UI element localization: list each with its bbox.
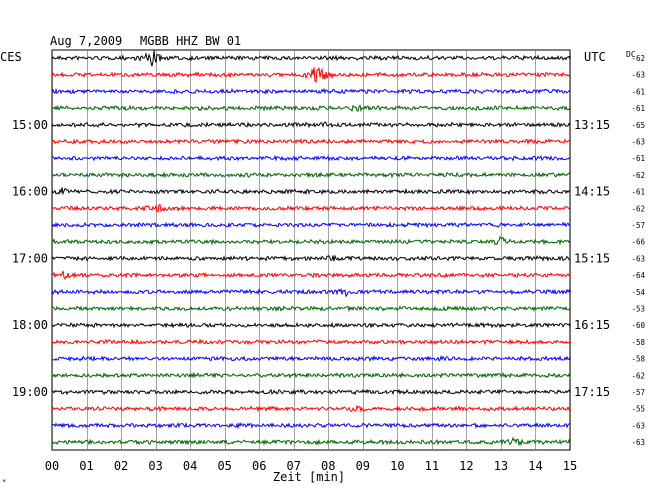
left-time-labels: 15:00 16:00 17:00 18:00 19:00 [12, 118, 48, 399]
right-time-label: 15:15 [574, 251, 610, 265]
trace-row-13 [51, 270, 571, 281]
dc-offset-value: -61 [631, 188, 645, 197]
trace-row-10 [51, 221, 571, 229]
dc-offset-value: -63 [631, 138, 645, 147]
trace-row-17 [51, 338, 571, 346]
trace-row-1 [51, 67, 571, 84]
dc-offset-value: -65 [631, 121, 645, 130]
right-time-label: 14:15 [574, 185, 610, 199]
trace-row-16 [51, 321, 571, 329]
right-zone-label: UTC [584, 50, 606, 64]
trace-row-15 [51, 305, 571, 313]
dc-offset-value: -63 [631, 421, 645, 430]
dc-offset-value: -53 [631, 305, 645, 314]
left-time-label: 19:00 [12, 385, 48, 399]
trace-row-20 [51, 388, 571, 396]
x-tick-label: 02 [114, 459, 128, 473]
x-tick-label: 03 [148, 459, 162, 473]
left-time-label: 16:00 [12, 185, 48, 199]
seismic-traces [51, 50, 571, 447]
dc-offset-value: -64 [631, 271, 645, 280]
x-tick-label: 04 [183, 459, 197, 473]
dc-offset-value: -61 [631, 154, 645, 163]
x-tick-label: 09 [356, 459, 370, 473]
right-time-label: 16:15 [574, 318, 610, 332]
dc-offset-value: -62 [631, 171, 645, 180]
dc-offset-value: -61 [631, 87, 645, 96]
trace-row-14 [51, 287, 571, 298]
dc-offset-value: -61 [631, 104, 645, 113]
right-time-label: 13:15 [574, 118, 610, 132]
x-tick-label: 10 [390, 459, 404, 473]
dc-offset-value: -58 [631, 338, 645, 347]
trace-row-9 [51, 203, 571, 213]
right-time-label: 17:15 [574, 385, 610, 399]
plot-grid [51, 49, 571, 451]
dc-offset-value: -55 [631, 405, 645, 414]
dc-offset-value: -63 [631, 438, 645, 447]
trace-row-12 [51, 254, 570, 262]
dc-label: DC [626, 50, 636, 59]
left-zone-label: CES [0, 50, 22, 64]
trace-row-18 [51, 354, 571, 362]
trace-row-7 [51, 171, 571, 179]
x-tick-label: 13 [494, 459, 508, 473]
trace-row-21 [51, 404, 571, 413]
trace-row-5 [51, 138, 571, 146]
dc-offset-value: -63 [631, 254, 645, 263]
x-tick-label: 00 [45, 459, 59, 473]
x-tick-label: 01 [79, 459, 93, 473]
left-time-label: 15:00 [12, 118, 48, 132]
x-tick-label: 15 [563, 459, 577, 473]
corner-mark: * [2, 478, 6, 486]
trace-row-6 [51, 154, 571, 162]
trace-row-19 [51, 371, 571, 379]
dc-offset-value: -57 [631, 388, 645, 397]
trace-row-8 [51, 187, 571, 196]
trace-row-2 [51, 87, 571, 95]
left-time-label: 17:00 [12, 251, 48, 265]
x-tick-label: 06 [252, 459, 266, 473]
left-time-label: 18:00 [12, 318, 48, 332]
dc-offset-values: -62 -63 -61 -61 -65 -63 -61 -62 -61 -62 -57 -66 -63 -… [631, 54, 645, 447]
x-tick-labels: 00 01 02 03 04 05 06 07 08 09 10 11 12 13 14 15 [45, 459, 577, 473]
plot-frame [51, 49, 571, 451]
x-tick-label: 12 [459, 459, 473, 473]
dc-offset-value: -63 [631, 71, 645, 80]
x-tick-label: 08 [321, 459, 335, 473]
trace-row-23 [51, 436, 571, 447]
trace-row-0 [51, 50, 571, 67]
header-date: Aug 7,2009 [50, 34, 122, 48]
dc-offset-value: -60 [631, 321, 645, 330]
right-time-labels: 13:15 14:15 15:15 16:15 17:15 [574, 118, 610, 399]
dc-offset-value: -54 [631, 288, 645, 297]
x-axis-label: Zeit [min] [273, 470, 345, 484]
dc-offset-value: -62 [631, 54, 645, 63]
trace-row-3 [51, 103, 571, 113]
trace-row-11 [51, 235, 571, 246]
header-station: MGBB HHZ BW 01 [140, 34, 241, 48]
dc-offset-value: -66 [631, 238, 645, 247]
x-tick-label: 14 [528, 459, 542, 473]
x-tick-label: 05 [217, 459, 231, 473]
dc-offset-value: -62 [631, 371, 645, 380]
trace-row-22 [51, 421, 570, 430]
x-tick-label: 07 [287, 459, 301, 473]
trace-row-4 [51, 121, 571, 129]
dc-offset-value: -57 [631, 221, 645, 230]
dc-offset-value: -62 [631, 204, 645, 213]
x-tick-label: 11 [425, 459, 439, 473]
dc-offset-value: -58 [631, 355, 645, 364]
